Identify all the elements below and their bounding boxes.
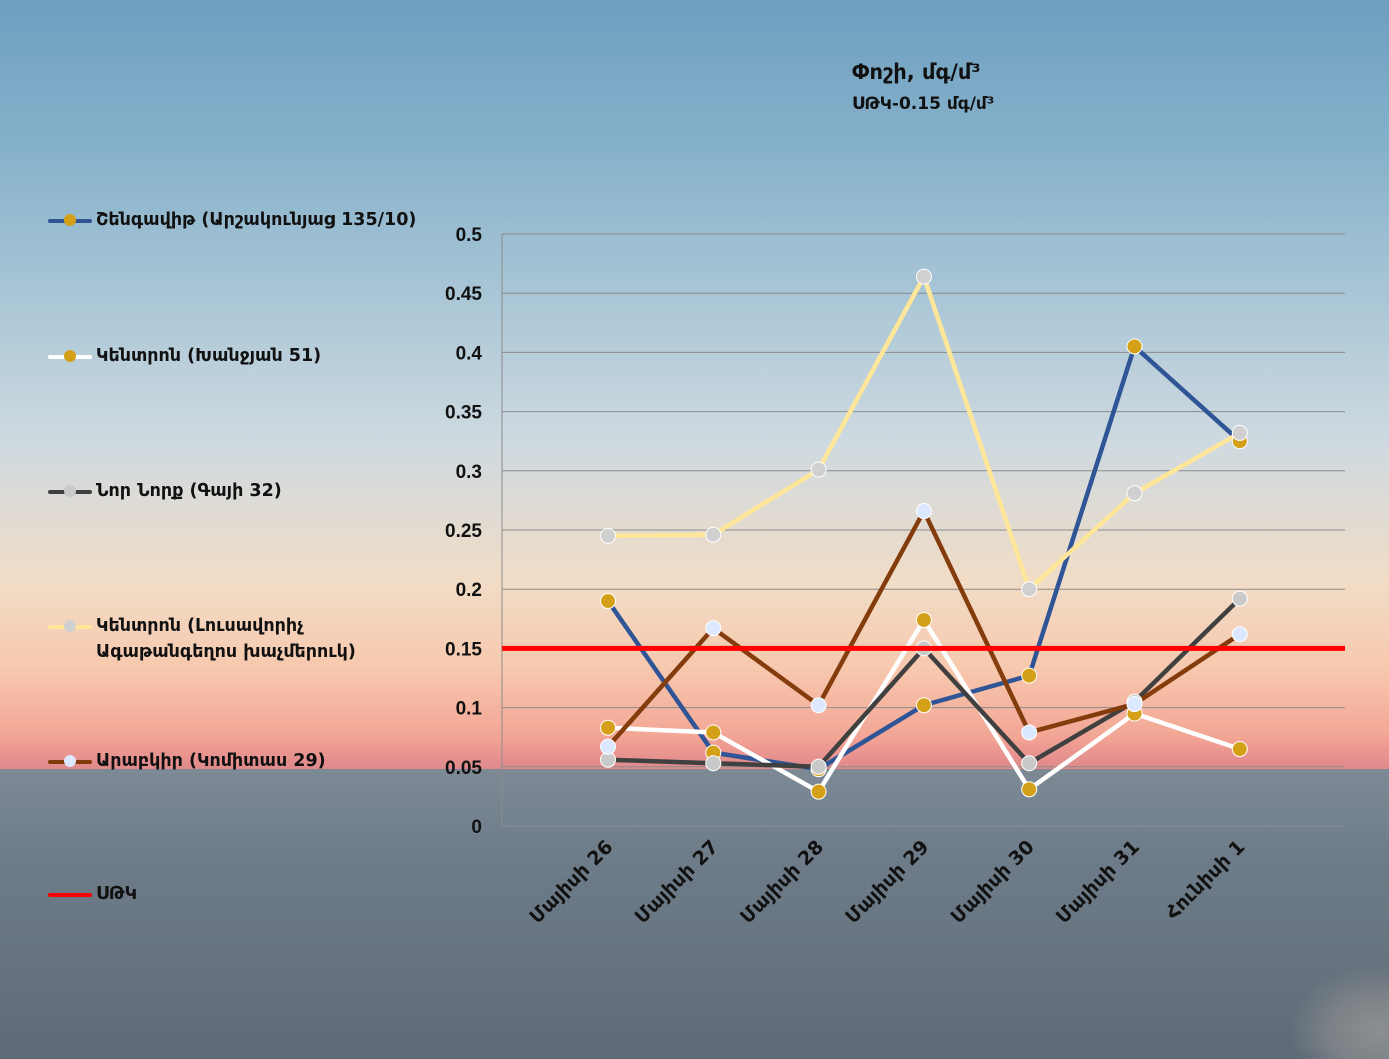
x-tick-label: Մայիսի 29 (841, 836, 933, 928)
data-point (810, 783, 827, 800)
legend-line (48, 893, 92, 897)
legend-marker (64, 755, 76, 767)
rock-silhouette (1289, 965, 1389, 1059)
y-tick-label: 0.45 (445, 284, 482, 305)
data-point (810, 758, 827, 775)
y-tick-label: 0.1 (456, 699, 483, 720)
data-point (915, 697, 932, 714)
data-point (1021, 724, 1038, 741)
y-tick-label: 0 (471, 817, 482, 838)
data-point (1231, 424, 1248, 441)
legend-marker (64, 485, 76, 497)
data-point (1021, 781, 1038, 798)
x-tick-label: Հունիսի 1 (1161, 836, 1249, 924)
legend-label: Կենտրոն (Լուսավորիչ Ագաթանգեղոս խաչմերու… (96, 616, 356, 662)
series-line-3 (605, 274, 1243, 592)
legend-label: Արաբկիր (Կոմիտաս 29) (96, 751, 326, 771)
y-tick-label: 0.35 (445, 403, 482, 424)
x-tick-label: Մայիսի 30 (947, 836, 1039, 928)
data-point (1231, 626, 1248, 643)
sea-background (0, 769, 1389, 1059)
legend-label: Նոր Նորք (Գայի 32) (96, 481, 282, 501)
data-point (1021, 581, 1038, 598)
data-point (810, 697, 827, 714)
data-point (1126, 696, 1143, 713)
legend-marker (64, 214, 76, 226)
data-point (600, 719, 616, 736)
data-point (705, 526, 722, 543)
data-point (1021, 755, 1038, 772)
data-point (1126, 485, 1143, 502)
legend-label: ՍԹԿ (96, 884, 138, 904)
data-point (810, 461, 827, 478)
data-point (705, 620, 722, 637)
data-point (1231, 590, 1248, 607)
y-tick-label: 0.05 (445, 758, 482, 779)
data-point (705, 724, 722, 741)
legend-marker (64, 350, 76, 362)
chart-subtitle: ՍԹԿ-0.15 մգ/մ³ (852, 94, 995, 114)
y-tick-label: 0.2 (456, 580, 482, 601)
data-point (1231, 741, 1248, 758)
x-tick-label: Մայիսի 28 (736, 836, 828, 928)
y-tick-label: 0.25 (445, 521, 482, 542)
legend-label: Կենտրոն (Խանջյան 51) (96, 346, 322, 366)
legend-label: Շենգավիթ (Արշակունյաց 135/10) (96, 210, 417, 230)
data-point (915, 503, 932, 520)
x-tick-label: Մայիսի 26 (525, 836, 617, 928)
x-tick-label: Մայիսի 27 (631, 836, 723, 928)
y-tick-label: 0.5 (456, 225, 483, 246)
data-point (705, 755, 722, 772)
data-point (600, 527, 616, 544)
data-point (600, 738, 616, 755)
y-tick-label: 0.4 (456, 343, 483, 364)
data-point (915, 268, 932, 285)
chart-title: Փոշի, մգ/մ³ (852, 60, 981, 84)
y-tick-label: 0.3 (456, 462, 482, 483)
data-point (1021, 667, 1038, 684)
y-tick-label: 0.15 (445, 639, 482, 660)
x-tick-label: Մայիսի 31 (1052, 836, 1144, 928)
data-point (1126, 338, 1143, 355)
data-point (600, 593, 616, 610)
legend-marker (64, 620, 76, 632)
data-point (915, 611, 932, 628)
